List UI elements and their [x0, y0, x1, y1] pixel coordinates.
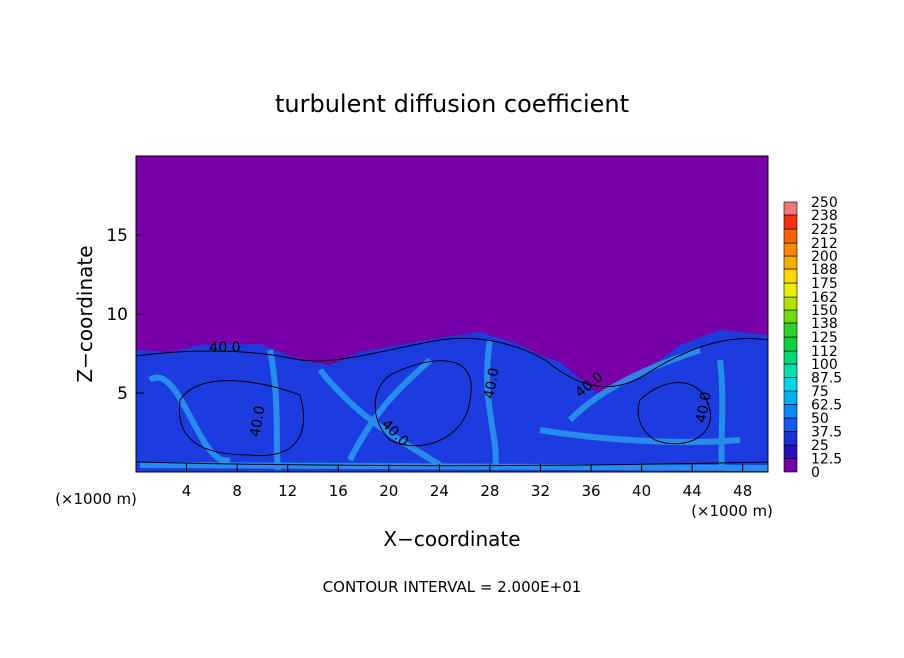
colorbar-label: 212 — [811, 236, 838, 252]
field-streaks — [139, 339, 768, 471]
x-tick-label: 8 — [232, 482, 242, 500]
colorbar-label: 75 — [811, 384, 829, 400]
colorbar-band — [783, 350, 798, 365]
colorbar-label: 175 — [811, 276, 838, 292]
colorbar-band — [783, 377, 798, 392]
colorbar-label: 112 — [811, 344, 838, 360]
colorbar-label: 100 — [811, 357, 838, 373]
colorbar-band — [783, 336, 798, 352]
colorbar-label: 250 — [811, 195, 838, 211]
colorbar-band — [783, 390, 798, 405]
colorbar-label: 37.5 — [811, 425, 842, 441]
x-tick-label: 32 — [531, 482, 550, 500]
colorbar-band — [783, 322, 798, 338]
field — [136, 156, 768, 472]
y-tick-label: 10 — [106, 305, 128, 325]
colorbar-label: 0 — [811, 465, 820, 481]
x-axis-label: X−coordinate — [383, 527, 520, 551]
x-tick-label: 24 — [430, 482, 449, 500]
y-tick-label: 15 — [106, 226, 128, 246]
y-tick-label: 5 — [117, 384, 128, 404]
x-tick-label: 44 — [683, 482, 702, 500]
colorbar-band — [783, 309, 798, 324]
colorbar-label: 25 — [811, 438, 829, 454]
contour-label: 40.0 — [209, 340, 240, 356]
x-tick-label: 4 — [182, 482, 192, 500]
contour-label: 40.0 — [481, 367, 502, 400]
colorbar-label: 138 — [811, 316, 838, 332]
colorbar-label: 162 — [811, 290, 838, 306]
x-tick-label: 36 — [581, 482, 600, 500]
colorbar-label: 50 — [811, 411, 829, 427]
colorbar-label: 150 — [811, 303, 838, 319]
colorbar-label: 238 — [811, 208, 838, 224]
colorbar-band — [783, 255, 798, 270]
x-tick-label: 28 — [480, 482, 499, 500]
x-tick-label: 12 — [278, 482, 297, 500]
colorbar-band — [783, 201, 798, 216]
chart-title: turbulent diffusion coefficient — [275, 90, 629, 118]
colorbar-band — [783, 282, 798, 298]
x-tick-label: 40 — [632, 482, 651, 500]
y-unit: (×1000 m) — [55, 490, 137, 508]
contour-label: 40.0 — [693, 391, 714, 424]
colorbar-band — [783, 268, 798, 284]
contour-label: 40.0 — [247, 405, 268, 438]
colorbar-band — [783, 417, 798, 432]
colorbar-band — [783, 228, 798, 244]
colorbar-band — [783, 214, 798, 230]
contour-lines — [136, 337, 768, 467]
colorbar-label: 125 — [811, 330, 838, 346]
y-axis-label: Z−coordinate — [73, 245, 97, 382]
footer: CONTOUR INTERVAL = 2.000E+01 — [323, 578, 582, 596]
colorbar-label: 62.5 — [811, 398, 842, 414]
colorbar-band — [783, 458, 798, 473]
colorbar-label: 188 — [811, 262, 838, 278]
colorbar-label: 12.5 — [811, 452, 842, 468]
colorbar-label: 225 — [811, 222, 838, 238]
colorbar-label: 200 — [811, 249, 838, 265]
colorbar-band — [783, 363, 798, 378]
colorbar-band — [783, 431, 798, 446]
colorbar-band — [783, 242, 798, 257]
colorbar-band — [783, 296, 798, 311]
colorbar-band — [783, 404, 798, 419]
colorbar-band — [783, 444, 798, 459]
x-tick-label: 16 — [329, 482, 348, 500]
x-unit: (×1000 m) — [691, 502, 773, 520]
x-tick-label: 20 — [379, 482, 398, 500]
x-tick-label: 48 — [733, 482, 752, 500]
colorbar-label: 87.5 — [811, 371, 842, 387]
